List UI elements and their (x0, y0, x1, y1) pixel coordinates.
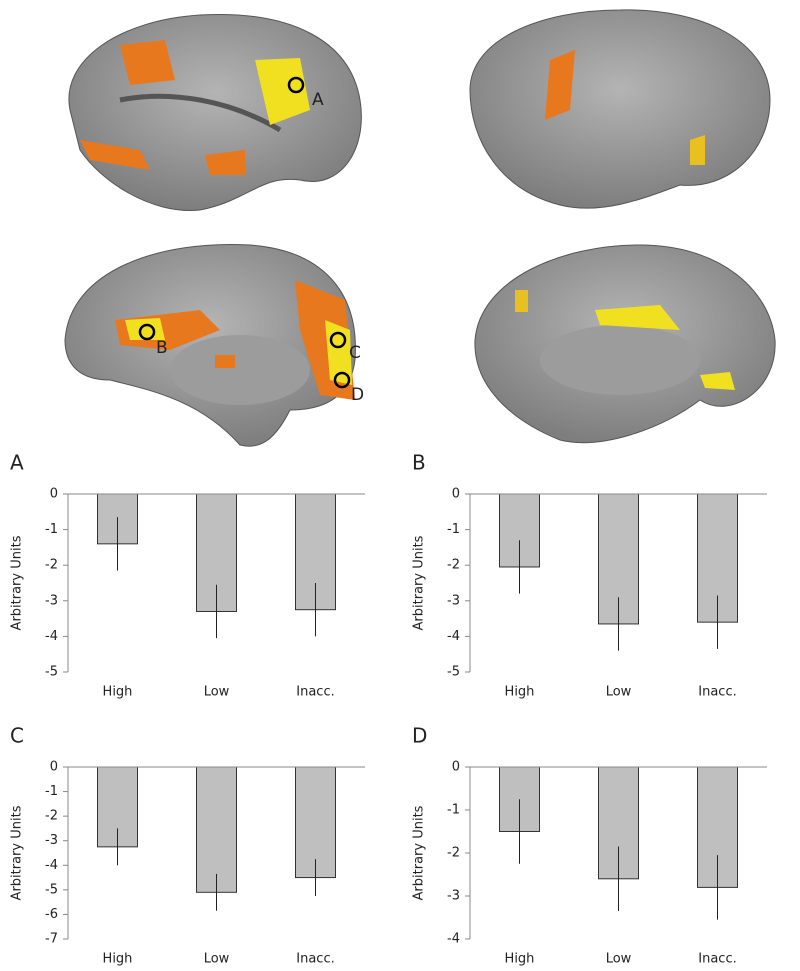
brain-images (64, 9, 776, 447)
roi-label: B (156, 338, 168, 358)
panel-label: D (412, 724, 427, 748)
x-tick-label: Low (204, 952, 230, 967)
y-axis-label: Arbitrary Units (412, 805, 427, 900)
x-tick-label: Low (606, 685, 632, 700)
y-tick-label: -1 (45, 784, 58, 799)
x-tick-label: High (103, 952, 133, 967)
y-tick-label: 0 (50, 760, 58, 775)
panel-label: B (412, 451, 426, 475)
roi-label: D (351, 385, 364, 405)
y-tick-label: -7 (45, 932, 58, 947)
y-tick-label: -2 (447, 558, 460, 573)
y-tick-label: -3 (45, 593, 58, 608)
y-tick-label: -6 (45, 907, 58, 922)
y-tick-label: -5 (447, 665, 460, 680)
y-tick-label: -5 (45, 665, 58, 680)
y-tick-label: -4 (45, 858, 58, 873)
bar (697, 493, 738, 623)
y-tick-label: 0 (452, 487, 460, 502)
y-tick-label: -2 (45, 558, 58, 573)
x-tick-label: Inacc. (698, 952, 736, 967)
y-tick-label: -5 (45, 882, 58, 897)
y-tick-label: -4 (447, 629, 460, 644)
y-axis-label: Arbitrary Units (412, 535, 427, 630)
y-tick-label: -3 (45, 833, 58, 848)
y-tick-label: -1 (447, 522, 460, 537)
roi-label: C (349, 343, 361, 363)
x-tick-label: Inacc. (296, 685, 334, 700)
y-tick-label: -2 (447, 846, 460, 861)
y-tick-label: -1 (447, 803, 460, 818)
bar (196, 766, 237, 893)
y-axis-label: Arbitrary Units (10, 535, 25, 630)
panel-label: C (10, 724, 24, 748)
y-tick-label: -4 (447, 932, 460, 947)
roi-label: A (312, 90, 324, 110)
x-tick-label: Inacc. (296, 952, 334, 967)
y-tick-label: -4 (45, 629, 58, 644)
y-tick-label: -3 (447, 593, 460, 608)
y-tick-label: -3 (447, 889, 460, 904)
x-tick-label: Low (606, 952, 632, 967)
x-tick-label: High (103, 685, 133, 700)
y-axis-label: Arbitrary Units (10, 805, 25, 900)
panel-label: A (10, 451, 24, 475)
y-tick-label: -1 (45, 522, 58, 537)
y-tick-label: 0 (50, 487, 58, 502)
x-tick-label: Inacc. (698, 685, 736, 700)
x-tick-label: High (505, 685, 535, 700)
x-tick-label: High (505, 952, 535, 967)
roi-markers (138, 76, 351, 389)
y-tick-label: 0 (452, 760, 460, 775)
x-tick-label: Low (204, 685, 230, 700)
y-tick-label: -2 (45, 809, 58, 824)
